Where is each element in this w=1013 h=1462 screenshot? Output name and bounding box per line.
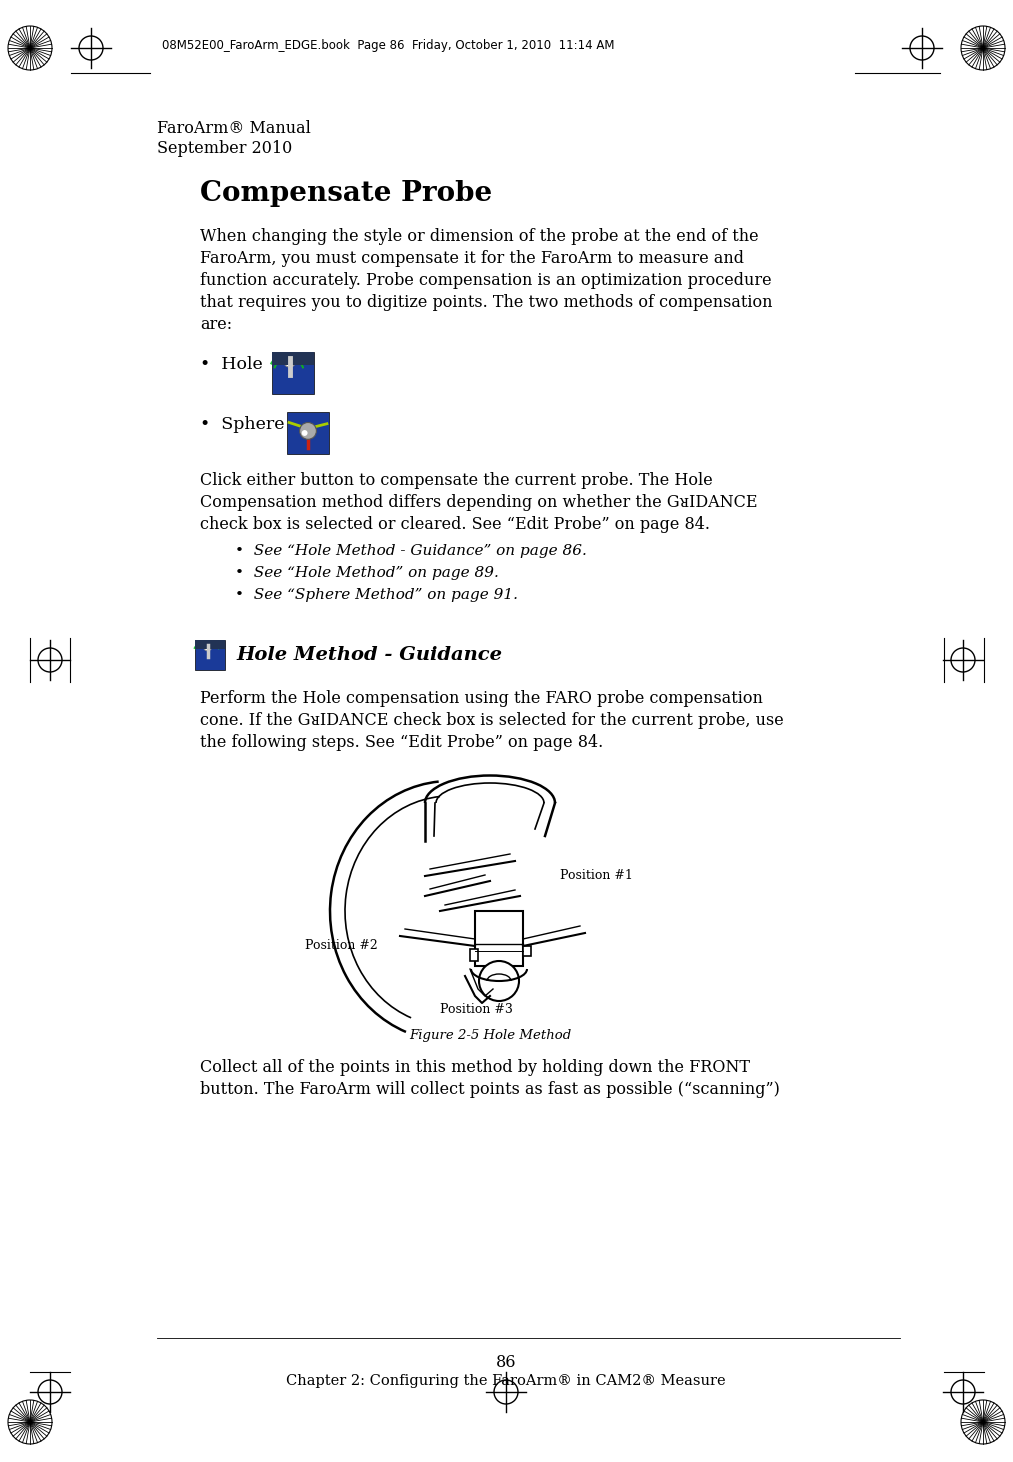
Bar: [523, 946, 531, 956]
Text: that requires you to digitize points. The two methods of compensation: that requires you to digitize points. Th…: [200, 294, 773, 311]
Text: function accurately. Probe compensation is an optimization procedure: function accurately. Probe compensation …: [200, 272, 772, 289]
Text: Click either button to compensate the current probe. The Hole: Click either button to compensate the cu…: [200, 472, 713, 488]
Text: Perform the Hole compensation using the FARO probe compensation: Perform the Hole compensation using the …: [200, 690, 763, 708]
Text: Hole Method - Guidance: Hole Method - Guidance: [236, 646, 502, 664]
Bar: [475, 911, 523, 966]
Text: Figure 2-5 Hole Method: Figure 2-5 Hole Method: [409, 1029, 571, 1042]
Text: check box is selected or cleared. See “Edit Probe” on page 84.: check box is selected or cleared. See “E…: [200, 516, 710, 534]
Text: button. The FaroArm will collect points as fast as possible (“scanning”): button. The FaroArm will collect points …: [200, 1080, 780, 1098]
Bar: [287, 412, 329, 455]
Text: 86: 86: [495, 1354, 517, 1371]
Text: •  See “Hole Method” on page 89.: • See “Hole Method” on page 89.: [235, 566, 498, 580]
Text: 08M52E00_FaroArm_EDGE.book  Page 86  Friday, October 1, 2010  11:14 AM: 08M52E00_FaroArm_EDGE.book Page 86 Frida…: [162, 39, 615, 53]
Text: FaroArm® Manual: FaroArm® Manual: [157, 120, 311, 137]
Text: Position #3: Position #3: [440, 1003, 513, 1016]
Text: Position #2: Position #2: [305, 939, 378, 952]
Text: Chapter 2: Configuring the FaroArm® in CAM2® Measure: Chapter 2: Configuring the FaroArm® in C…: [287, 1374, 725, 1387]
Text: are:: are:: [200, 316, 232, 333]
Text: •  See “Sphere Method” on page 91.: • See “Sphere Method” on page 91.: [235, 588, 518, 602]
Circle shape: [204, 642, 212, 651]
Bar: [272, 352, 314, 364]
Bar: [194, 640, 225, 649]
Text: September 2010: September 2010: [157, 140, 292, 156]
Circle shape: [284, 355, 296, 367]
Text: When changing the style or dimension of the probe at the end of the: When changing the style or dimension of …: [200, 228, 759, 246]
Text: Position #1: Position #1: [560, 868, 633, 882]
Text: Compensate Probe: Compensate Probe: [200, 180, 492, 208]
Bar: [272, 352, 314, 393]
Circle shape: [300, 423, 316, 439]
Text: FaroArm, you must compensate it for the FaroArm to measure and: FaroArm, you must compensate it for the …: [200, 250, 744, 268]
Text: cone. If the GᴚIDANCE check box is selected for the current probe, use: cone. If the GᴚIDANCE check box is selec…: [200, 712, 784, 730]
Circle shape: [302, 430, 308, 436]
Text: •  Hole: • Hole: [200, 357, 262, 373]
Text: the following steps. See “Edit Probe” on page 84.: the following steps. See “Edit Probe” on…: [200, 734, 604, 751]
Bar: [470, 949, 478, 961]
Text: Compensation method differs depending on whether the GᴚIDANCE: Compensation method differs depending on…: [200, 494, 758, 512]
Text: •  See “Hole Method - Guidance” on page 86.: • See “Hole Method - Guidance” on page 8…: [235, 544, 587, 558]
Circle shape: [479, 961, 519, 1001]
Text: Collect all of the points in this method by holding down the FRONT: Collect all of the points in this method…: [200, 1058, 750, 1076]
Bar: [194, 640, 225, 670]
Text: •  Sphere: • Sphere: [200, 417, 285, 433]
